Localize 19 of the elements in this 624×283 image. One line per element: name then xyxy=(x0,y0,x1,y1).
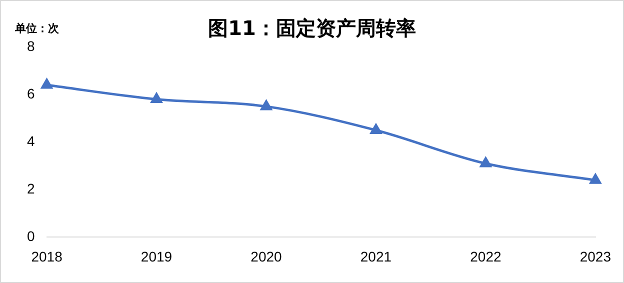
y-tick-label: 8 xyxy=(26,38,35,54)
x-tick-label: 2020 xyxy=(250,248,282,264)
point xyxy=(150,93,162,104)
x-tick-label: 2022 xyxy=(470,248,502,264)
y-axis-title: 单位：次 xyxy=(15,21,59,36)
chart-title: 图11：固定资产周转率 xyxy=(208,16,416,40)
y-tick-label: 2 xyxy=(26,180,35,197)
point xyxy=(590,174,602,184)
point xyxy=(41,78,52,89)
point xyxy=(480,157,492,168)
y-tick-label: 0 xyxy=(26,228,35,244)
point xyxy=(370,124,382,134)
x-tick-label: 2019 xyxy=(140,248,172,264)
y-tick-label: 4 xyxy=(26,132,35,149)
point xyxy=(260,100,272,110)
x-tick-label: 2023 xyxy=(580,248,612,264)
x-tick-label: 2018 xyxy=(31,248,63,264)
x-tick-label: 2021 xyxy=(360,248,392,264)
y-tick-label: 6 xyxy=(26,85,35,102)
